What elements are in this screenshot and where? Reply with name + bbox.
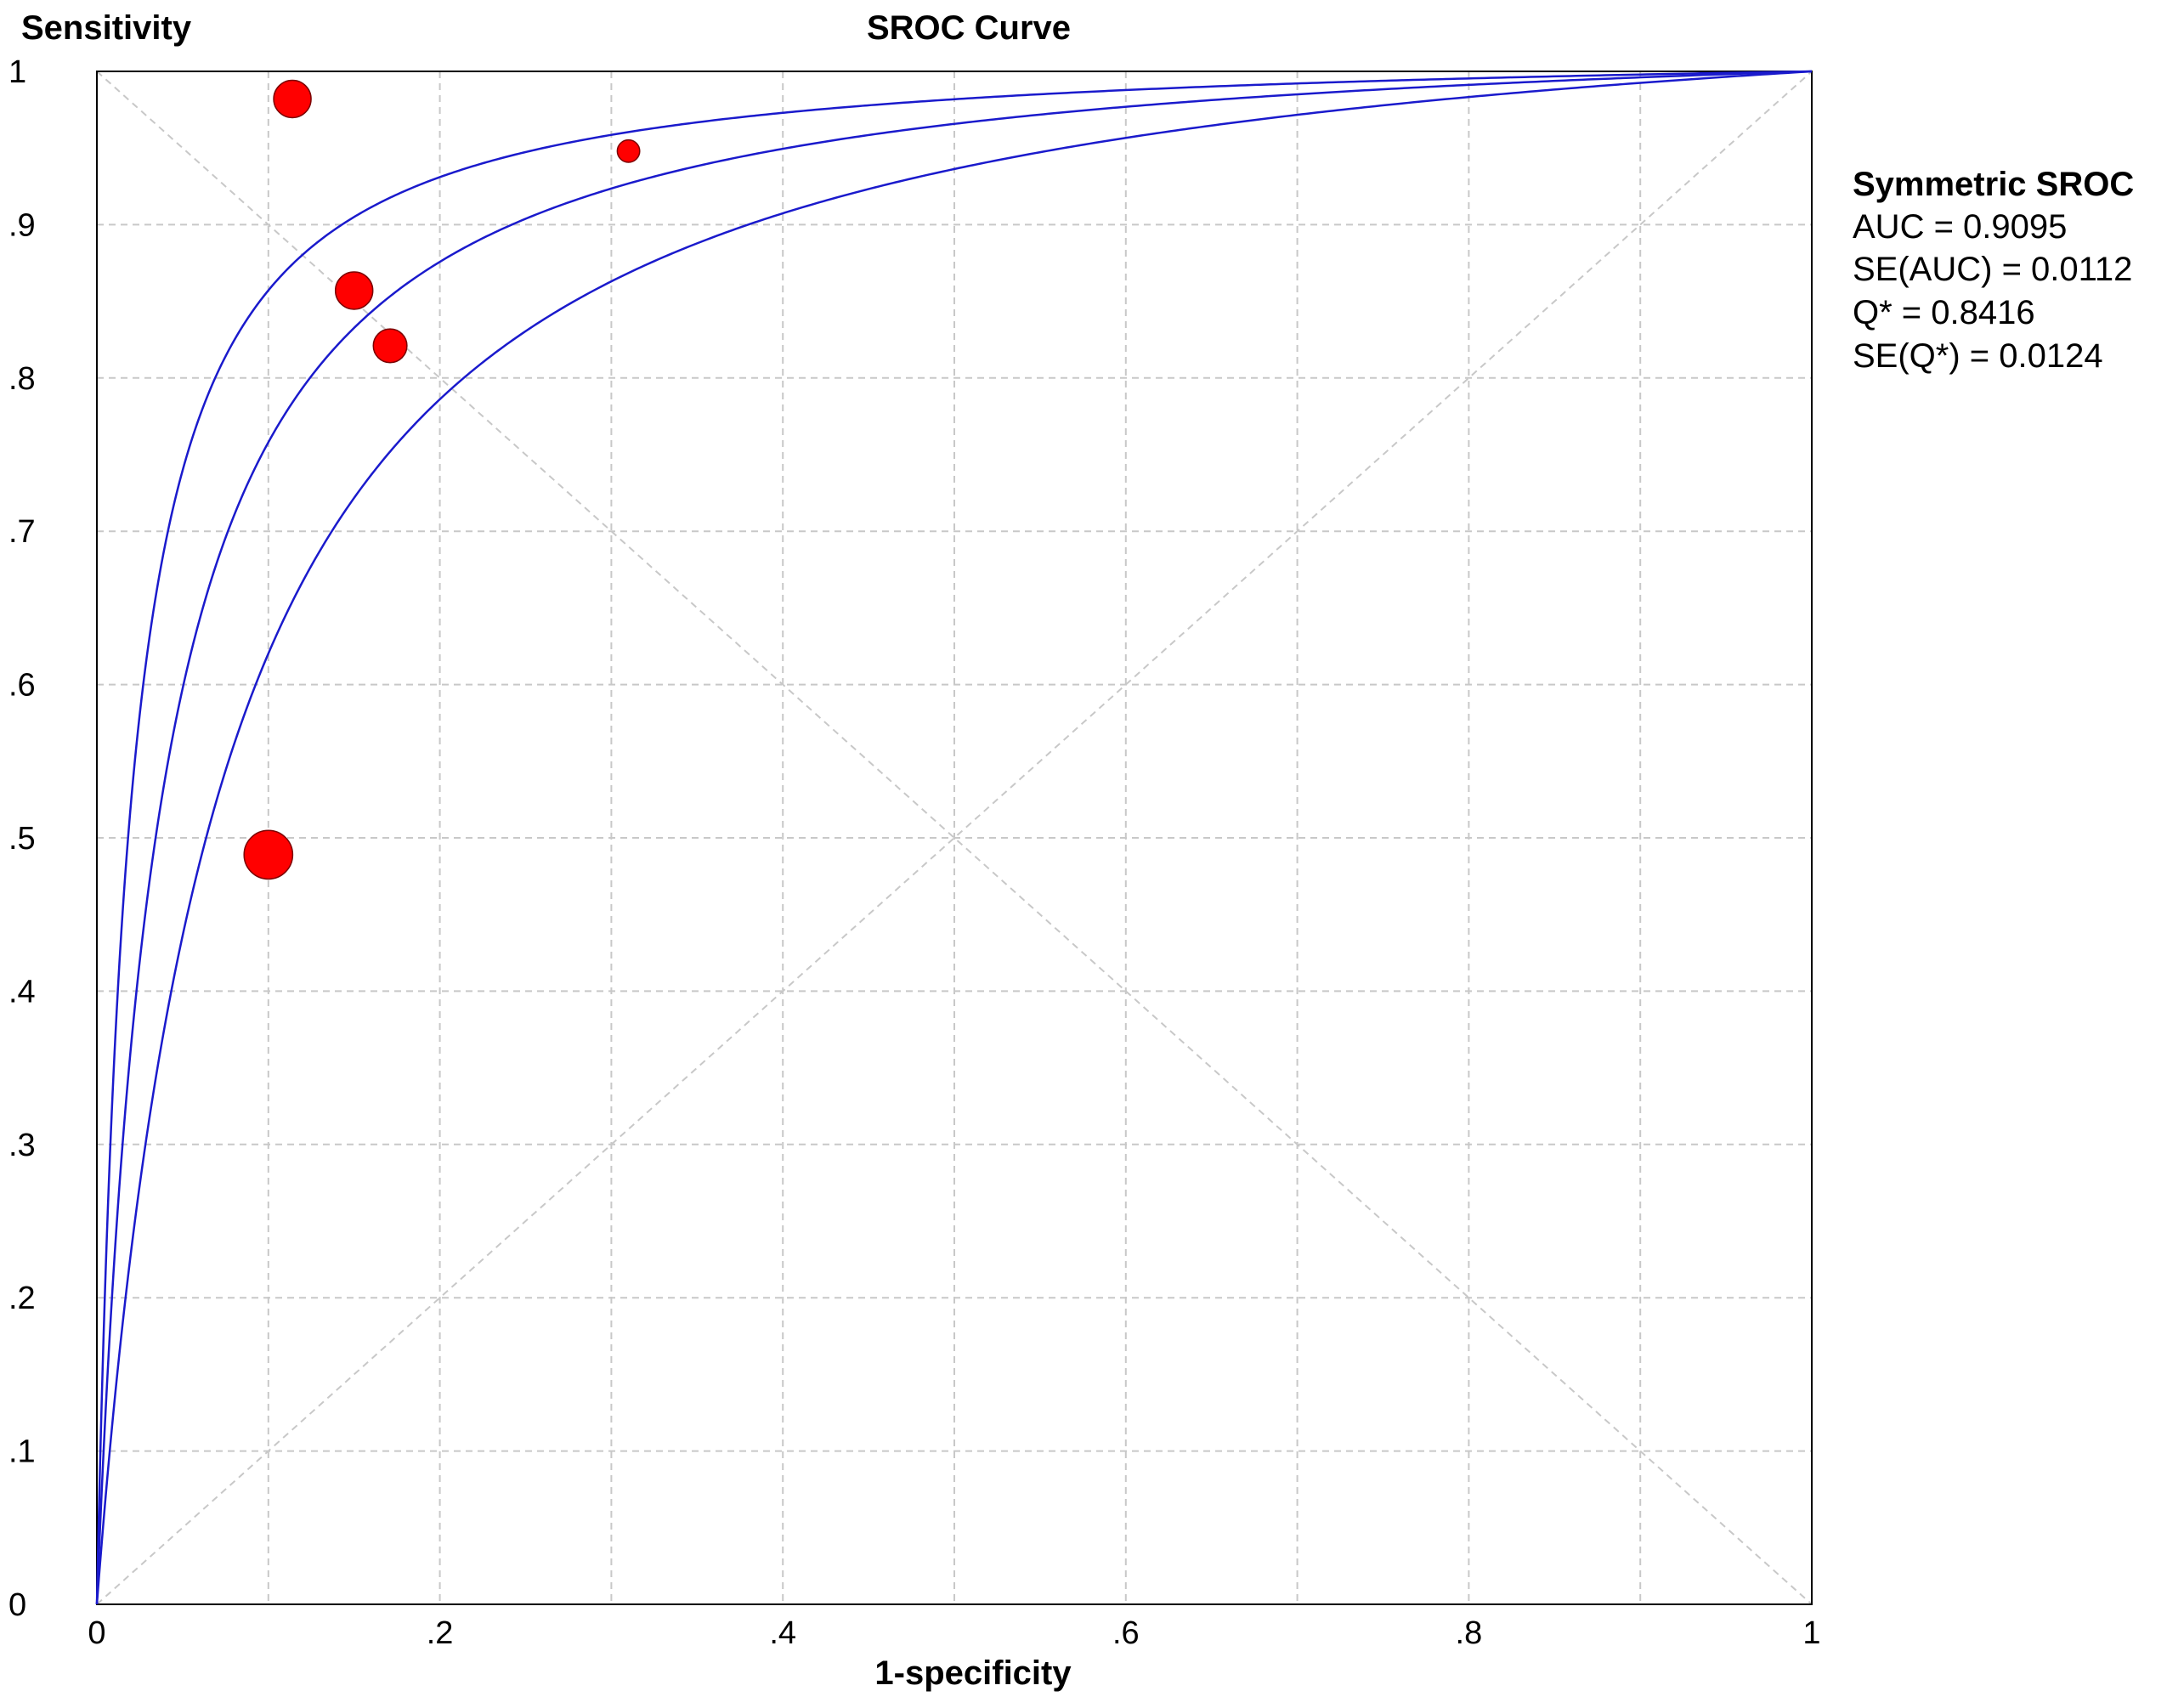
y-tick-label: .1: [8, 1434, 36, 1470]
y-axis-label: Sensitivity: [21, 9, 192, 47]
x-axis-label: 1-specificity: [874, 1654, 1072, 1692]
plot-frame: [96, 71, 1813, 1605]
y-tick-label: 0: [8, 1587, 26, 1623]
y-tick-label: .7: [8, 514, 36, 550]
y-tick-label: .6: [8, 668, 36, 704]
y-tick-label: .3: [8, 1128, 36, 1163]
study-point-4: [243, 829, 294, 880]
sroc-curve-2: [95, 70, 1813, 1605]
study-point-5: [616, 139, 641, 163]
x-tick-label: 0: [88, 1615, 105, 1651]
annotation-se-q-star: SE(Q*) = 0.0124: [1853, 337, 2103, 375]
sroc-curves: [95, 70, 1813, 1605]
y-tick-labels: 0 .1 .2 .3 .4 .5 .6 .7 .8 .9 1: [8, 54, 36, 1623]
grid-lines: [97, 71, 1812, 1604]
y-tick-label: .2: [8, 1281, 36, 1316]
sroc-curve-3: [95, 70, 1813, 1605]
sroc-curve-1: [95, 70, 1813, 1604]
y-tick-label: .9: [8, 207, 36, 243]
diagonal-line: [96, 71, 1813, 1605]
y-tick-label: 1: [8, 54, 26, 90]
y-tick-label: .5: [8, 821, 36, 857]
y-tick-label: .8: [8, 361, 36, 397]
annotation-auc: AUC = 0.9095: [1853, 208, 2067, 246]
study-points: [243, 79, 641, 880]
y-tick-label: .4: [8, 974, 36, 1010]
x-tick-label: .8: [1456, 1615, 1483, 1651]
annotation-se-auc: SE(AUC) = 0.0112: [1853, 251, 2132, 288]
chart-title: SROC Curve: [867, 9, 1071, 47]
x-tick-label: .6: [1112, 1615, 1140, 1651]
x-tick-label: .2: [427, 1615, 454, 1651]
study-point-2: [334, 271, 374, 310]
annotation-title: Symmetric SROC: [1853, 166, 2134, 203]
x-tick-label: 1: [1802, 1615, 1820, 1651]
study-point-3: [372, 328, 408, 364]
annotation-q-star: Q* = 0.8416: [1853, 294, 2035, 331]
x-tick-label: .4: [769, 1615, 796, 1651]
anti-diagonal-line: [96, 71, 1813, 1605]
annotation-box: Symmetric SROC AUC = 0.9095 SE(AUC) = 0.…: [1853, 166, 2134, 375]
study-point-1: [273, 79, 312, 119]
reference-lines: [96, 71, 1813, 1605]
x-tick-labels: 0 .2 .4 .6 .8 1: [88, 1615, 1820, 1651]
